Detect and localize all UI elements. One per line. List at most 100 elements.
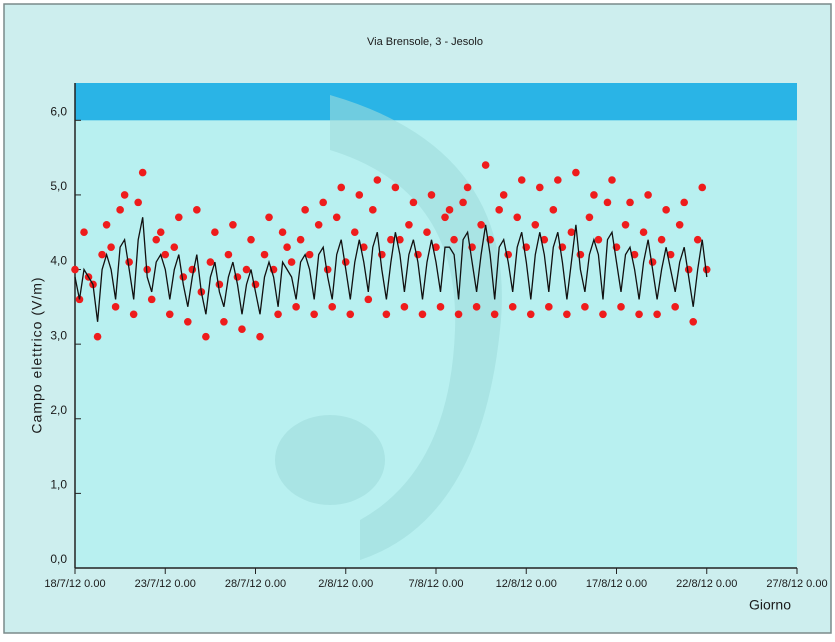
data-point — [400, 303, 409, 311]
data-point — [161, 250, 170, 259]
data-point — [693, 235, 702, 244]
y-tick-label: 1,0 — [50, 478, 67, 492]
data-point — [102, 220, 111, 229]
data-point — [170, 243, 179, 251]
data-point — [107, 243, 115, 251]
data-point — [355, 191, 364, 199]
data-point — [274, 310, 282, 319]
data-point — [666, 250, 675, 259]
data-point — [387, 235, 395, 244]
y-axis-label: Campo elettrico (V/m) — [29, 276, 45, 433]
data-point — [278, 228, 287, 237]
data-point — [310, 310, 318, 319]
data-point — [238, 325, 246, 334]
data-point — [80, 228, 88, 237]
watermark — [330, 95, 502, 560]
data-point — [508, 303, 517, 311]
data-point — [432, 243, 440, 251]
data-point — [653, 310, 661, 319]
data-point — [337, 183, 346, 192]
data-point — [436, 303, 445, 311]
x-axis-label: Giorno — [749, 597, 791, 613]
data-point — [495, 206, 503, 214]
data-point — [409, 198, 418, 207]
x-tick-label: 23/7/12 0.00 — [135, 578, 196, 590]
data-point — [684, 265, 693, 274]
data-point — [134, 198, 142, 207]
data-point — [499, 191, 508, 199]
data-point — [554, 176, 562, 184]
data-point — [138, 168, 147, 177]
data-point — [626, 198, 634, 207]
data-point — [648, 258, 657, 266]
data-point — [111, 303, 120, 311]
data-point — [635, 310, 643, 319]
data-point — [572, 168, 580, 177]
data-point — [152, 235, 161, 244]
data-point — [621, 220, 630, 229]
data-point — [373, 176, 382, 184]
data-point — [698, 183, 707, 192]
data-point — [581, 303, 589, 311]
data-point — [364, 295, 373, 304]
data-point — [260, 250, 269, 259]
data-point — [323, 265, 332, 274]
data-point — [314, 220, 323, 229]
data-point — [576, 250, 585, 259]
data-point — [296, 235, 305, 244]
x-tick-label: 7/8/12 0.00 — [408, 578, 463, 590]
data-point — [193, 206, 201, 214]
data-point — [202, 332, 210, 341]
data-point — [71, 265, 79, 274]
data-point — [360, 243, 368, 251]
data-point — [549, 206, 558, 214]
data-point — [545, 303, 553, 311]
data-point — [418, 310, 427, 319]
y-tick-label: 2,0 — [50, 403, 67, 417]
data-point — [341, 258, 350, 266]
data-point — [242, 265, 251, 274]
y-tick-label: 3,0 — [50, 328, 67, 342]
data-point — [116, 206, 124, 214]
x-tick-label: 17/8/12 0.00 — [586, 578, 647, 590]
data-point — [585, 213, 594, 222]
data-point — [129, 310, 138, 319]
data-point — [535, 183, 544, 192]
data-point — [603, 198, 612, 207]
data-point — [563, 310, 571, 319]
data-point — [599, 310, 607, 319]
data-point — [531, 220, 540, 229]
data-point — [671, 303, 679, 311]
data-point — [427, 191, 436, 199]
data-point — [305, 250, 314, 259]
data-point — [220, 317, 228, 326]
data-point — [156, 228, 165, 237]
data-point — [328, 303, 337, 311]
data-point — [540, 235, 549, 244]
data-point — [287, 258, 296, 266]
data-point — [292, 303, 300, 311]
data-point — [120, 191, 129, 199]
data-point — [301, 206, 309, 214]
y-tick-label: 5,0 — [50, 179, 67, 193]
data-point — [184, 317, 192, 326]
data-point — [125, 258, 133, 266]
data-point — [441, 213, 449, 222]
data-point — [93, 332, 102, 341]
data-point — [165, 310, 174, 319]
data-point — [179, 273, 188, 281]
data-point — [630, 250, 639, 259]
data-point — [215, 280, 224, 289]
data-point — [490, 310, 499, 319]
x-tick-label: 22/8/12 0.00 — [676, 578, 737, 590]
data-point — [369, 206, 377, 214]
data-point — [481, 161, 490, 169]
data-point — [382, 310, 391, 319]
data-point — [675, 220, 684, 229]
data-point — [174, 213, 183, 222]
data-point — [450, 235, 458, 244]
data-point — [657, 235, 666, 244]
x-tick-label: 2/8/12 0.00 — [318, 578, 373, 590]
data-point — [513, 213, 522, 222]
